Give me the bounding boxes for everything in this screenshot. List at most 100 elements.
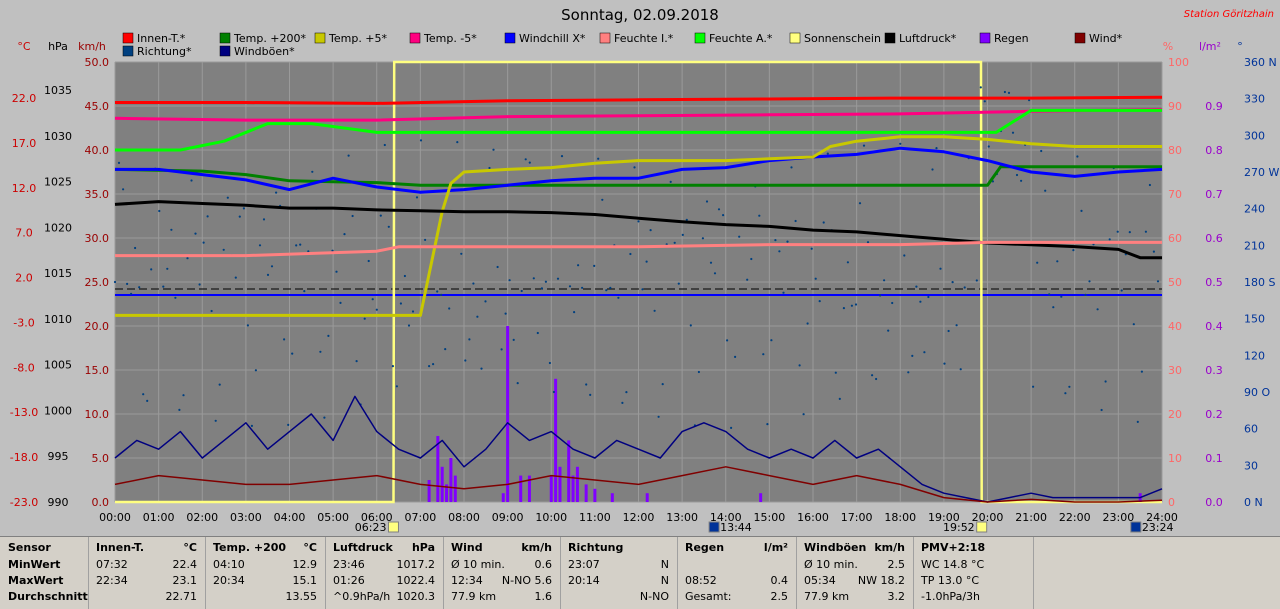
direction-point	[858, 202, 862, 205]
wind-tick: 10.0	[85, 408, 110, 421]
table-column: Regen l/m² 08:52 0.4 Gesamt: 2.5	[677, 537, 797, 609]
direction-point	[617, 296, 620, 299]
direction-point	[629, 252, 632, 256]
direction-point	[287, 423, 290, 426]
direction-axis-label: °	[1237, 40, 1243, 53]
pressure-tick: 1010	[44, 313, 72, 326]
direction-point	[162, 285, 165, 288]
legend-label: Windböen*	[234, 45, 295, 58]
table-row: 22:34 23.1	[88, 573, 205, 589]
direction-point	[174, 296, 177, 299]
direction-point	[738, 235, 741, 238]
direction-point	[415, 196, 419, 199]
direction-point	[1048, 293, 1051, 296]
direction-point	[407, 324, 411, 327]
direction-point	[834, 371, 837, 374]
event-marker-sunset	[976, 521, 988, 533]
direction-point	[601, 198, 604, 201]
direction-point	[802, 413, 805, 416]
direction-point	[508, 279, 511, 282]
cell-value: N	[660, 558, 669, 571]
direction-point	[262, 218, 266, 221]
cell-time: 20:34	[213, 574, 245, 587]
cell-value: 1.6	[534, 590, 553, 603]
direction-point	[798, 364, 801, 367]
rain-tick: 0.7	[1205, 188, 1223, 201]
table-header: Sensor	[0, 540, 88, 556]
legend-swatch	[694, 32, 706, 44]
direction-point	[697, 370, 701, 374]
x-tick: 17:00	[841, 511, 873, 524]
direction-tick: 60	[1244, 423, 1258, 436]
humidity-axis-label: %	[1163, 40, 1173, 53]
direction-tick: 0 N	[1244, 496, 1263, 509]
rain-bar	[519, 475, 523, 502]
table-row: 22.71	[88, 589, 205, 605]
legend-label: Temp. -5*	[423, 32, 477, 45]
direction-point	[367, 259, 370, 263]
direction-point	[182, 394, 185, 397]
direction-point	[355, 360, 358, 363]
table-row: 77.9 km 1.6	[443, 589, 560, 605]
x-tick: 03:00	[230, 511, 262, 524]
series-wind-	[114, 466, 1163, 503]
direction-point	[1032, 385, 1035, 388]
humidity-tick: 0	[1168, 496, 1175, 509]
direction-point	[822, 221, 825, 224]
direction-point	[134, 246, 137, 250]
rain-bar	[610, 493, 614, 502]
cell-value: 15.1	[292, 574, 318, 587]
direction-point	[335, 270, 338, 273]
direction-point	[709, 261, 713, 264]
temp-tick: 22.0	[12, 92, 37, 105]
direction-point	[307, 250, 310, 253]
direction-point	[190, 179, 193, 182]
direction-point	[762, 353, 765, 356]
x-tick: 10:00	[535, 511, 567, 524]
direction-point	[589, 393, 592, 396]
direction-point	[649, 229, 652, 232]
humidity-tick: 10	[1168, 452, 1182, 465]
direction-tick: 240	[1244, 203, 1265, 216]
direction-point	[504, 312, 507, 315]
direction-point	[303, 290, 306, 293]
legend-label: Sonnenschein	[804, 32, 881, 45]
table-header: PMV+2:18	[913, 540, 1033, 556]
direction-point	[774, 239, 777, 242]
cell-time: 04:10	[213, 558, 245, 571]
pressure-tick: 995	[48, 450, 69, 463]
weather-chart: Sonntag, 02.09.2018 Station Göritzhain Inn…	[10, 6, 1280, 534]
rain-tick: 0.4	[1205, 320, 1223, 333]
direction-point	[810, 247, 813, 250]
pressure-tick: 1020	[44, 221, 72, 234]
series-feuchte-a-	[115, 108, 1162, 152]
direction-point	[685, 218, 688, 221]
pressure-tick: 1030	[44, 130, 72, 143]
direction-point	[234, 276, 237, 279]
legend-label: Temp. +5*	[328, 32, 388, 45]
direction-point	[1136, 420, 1139, 423]
direction-point	[126, 282, 129, 285]
direction-tick: 360 N	[1244, 56, 1277, 69]
cell-value: NW 18.2	[857, 574, 905, 587]
column-unit: km/h	[521, 541, 552, 554]
direction-point	[935, 147, 938, 150]
table-row: 07:32 22.4	[88, 557, 205, 573]
direction-point	[730, 426, 733, 429]
direction-point	[1144, 230, 1147, 233]
direction-point	[1003, 90, 1007, 94]
legend-label: Wind*	[1089, 32, 1123, 45]
legend-swatch	[979, 32, 991, 44]
direction-point	[480, 367, 483, 370]
x-tick: 00:00	[99, 511, 131, 524]
table-row: 01:26 1022.4	[325, 573, 443, 589]
rain-bar	[440, 466, 444, 502]
direction-point	[746, 278, 749, 281]
column-unit: °C	[183, 541, 197, 554]
direction-point	[319, 350, 322, 353]
x-tick: 04:00	[274, 511, 306, 524]
direction-point	[1096, 308, 1099, 311]
rain-bar	[567, 440, 571, 502]
wind-tick: 30.0	[85, 232, 110, 245]
direction-point	[339, 301, 342, 304]
